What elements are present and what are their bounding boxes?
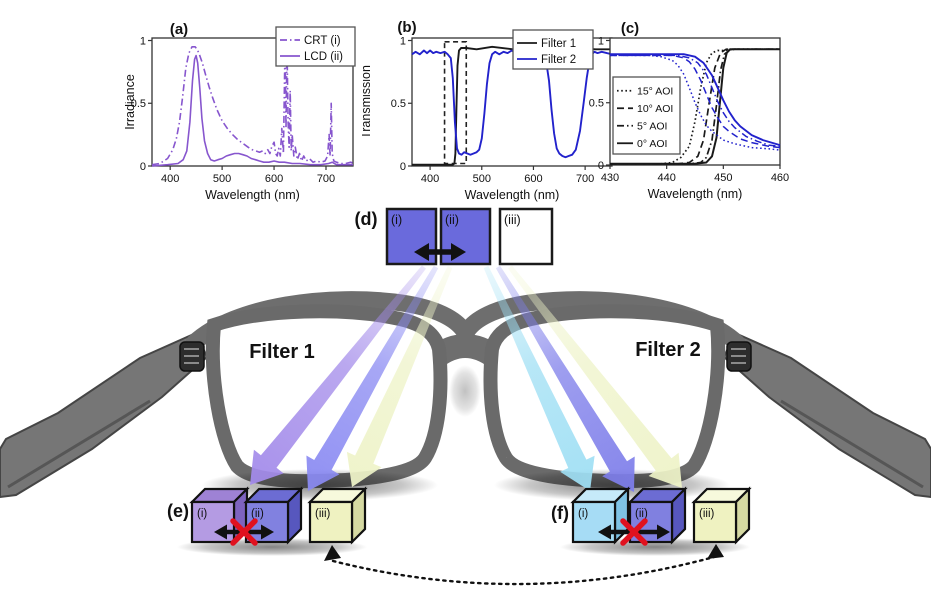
legend-entry-label: LCD (ii)	[304, 51, 343, 63]
plot-(b): 400 500 600 700 0 0.5 1 Wavelength (nm) Transmis…	[362, 19, 613, 202]
swap-arrow-d	[414, 243, 466, 261]
legend-box	[612, 76, 681, 155]
square-label: (ii)	[445, 213, 459, 227]
x-tick-label: 700	[576, 173, 594, 185]
x-tick-label: 450	[714, 172, 732, 184]
legend-box	[275, 26, 356, 67]
x-tick-label: 500	[473, 173, 491, 185]
series-line-filter2-10-aoi	[610, 54, 781, 149]
y-tick-label: 1	[400, 35, 406, 47]
cube-f-(iii): (iii)	[691, 486, 752, 545]
glasses	[0, 291, 931, 499]
panel-e-label: (e)	[167, 501, 189, 521]
square-label: (iii)	[504, 213, 521, 227]
x-tick-label: 700	[317, 173, 335, 185]
y-tick-label: 1	[598, 35, 604, 47]
arc-arrowhead-left	[324, 545, 341, 561]
beam-blue-left	[306, 265, 439, 491]
legend-entry-label: 5° AOI	[637, 121, 667, 133]
nose-shadow	[449, 365, 481, 417]
panel-a-chart: 400 500 600 700 0 0.5 1 Wavelength (nm) Irradian…	[125, 8, 370, 208]
filter-square-(ii): (ii)	[439, 207, 492, 266]
y-tick-label: 1	[140, 35, 146, 47]
panel-letter: (b)	[397, 19, 416, 36]
left-hinge-icon	[179, 341, 205, 372]
x-axis-label: Wavelength (nm)	[205, 188, 300, 202]
x-tick-label: 500	[213, 173, 231, 185]
y-tick-label: 0	[140, 161, 146, 173]
series-line-lcd-ii-	[151, 54, 353, 167]
plot-(a): 400 500 600 700 0 0.5 1 Wavelength (nm) Irradian…	[125, 21, 356, 202]
cube-label: (ii)	[635, 508, 648, 520]
beam-blue-right	[495, 265, 635, 492]
legend-box	[512, 29, 594, 70]
cube-label: (i)	[197, 508, 207, 520]
cube-label: (i)	[578, 508, 588, 520]
legend-entry-label: Filter 1	[541, 38, 576, 50]
panel-letter: (a)	[170, 21, 188, 38]
cube-label: (iii)	[315, 508, 330, 520]
series-line-filter2-5-aoi	[610, 54, 781, 148]
legend-entry-label: Filter 2	[541, 54, 576, 66]
right-hinge-icon	[726, 341, 752, 372]
left-temple-edge	[7, 399, 151, 489]
x-tick-label: 600	[265, 173, 283, 185]
y-tick-label: 0	[400, 161, 406, 173]
x-tick-label: 430	[601, 172, 619, 184]
beam-cyan-right	[483, 265, 595, 491]
cube-label: (iii)	[699, 508, 714, 520]
legend-entry-label: 15° AOI	[637, 86, 673, 98]
beam-yellow-right	[508, 265, 682, 488]
panel-d-label: (d)	[355, 209, 378, 229]
series-line-filter1-0-aoi	[610, 48, 780, 165]
cube-e-(iii): (iii)	[307, 486, 368, 545]
no-swap-cross-f	[620, 518, 648, 546]
beam-yellow-left	[346, 266, 453, 487]
cross-eye-swap-arc	[331, 555, 716, 586]
square-label: (i)	[391, 213, 402, 227]
y-tick-label: 0.5	[391, 98, 406, 110]
y-tick-label: 0.5	[589, 98, 604, 110]
plot-(c): 430 440 450 460 0 0.5 1 Wavelength (nm) (c) 15° A…	[589, 20, 789, 201]
y-tick-label: 0	[598, 160, 604, 172]
x-tick-label: 460	[771, 172, 789, 184]
x-tick-label: 400	[421, 173, 439, 185]
y-axis-label: Transmission	[362, 65, 373, 139]
filter2-label: Filter 2	[635, 339, 701, 361]
legend-entry-label: CRT (i)	[304, 35, 341, 47]
cube-e-(ii): (ii)	[243, 486, 304, 545]
x-tick-label: 440	[657, 172, 675, 184]
panel-b-chart: 400 500 600 700 0 0.5 1 Wavelength (nm) Transmis…	[362, 8, 617, 208]
x-axis-label: Wavelength (nm)	[465, 188, 560, 202]
y-axis-label: Irradiance	[125, 74, 137, 130]
series-line-filter2-15-aoi	[610, 54, 781, 151]
x-tick-label: 400	[161, 173, 179, 185]
filter-square-(iii): (iii)	[498, 207, 554, 266]
arc-arrowhead-right	[707, 544, 724, 559]
right-temple-edge	[780, 399, 924, 489]
right-temple	[722, 331, 931, 499]
beam-purple-left	[250, 265, 426, 485]
series-line-filter2-0-aoi	[610, 53, 781, 147]
panel-letter: (c)	[621, 20, 639, 37]
no-swap-cross-e	[230, 518, 258, 546]
x-tick-label: 600	[524, 173, 542, 185]
legend-entry-label: 10° AOI	[637, 103, 673, 115]
legend-entry-label: 0° AOI	[637, 138, 667, 150]
series-line-filter1-15-aoi	[610, 48, 780, 165]
filter1-label: Filter 1	[249, 341, 315, 363]
x-axis-label: Wavelength (nm)	[648, 187, 743, 201]
y-tick-label: 0.5	[131, 98, 146, 110]
cube-label: (ii)	[251, 508, 264, 520]
highlight-region-dashed-box	[443, 40, 468, 165]
glasses-diagram: Filter 1 Filter 2 (d) (e) (f) (i) (ii) (ii…	[0, 207, 931, 586]
panel-f-label: (f)	[551, 503, 569, 523]
series-line-filter-2	[411, 49, 613, 159]
left-temple	[0, 331, 209, 499]
panel-c-chart: 430 440 450 460 0 0.5 1 Wavelength (nm) (c) 15° A…	[578, 8, 830, 208]
cube-f-(ii): (ii)	[627, 486, 688, 545]
series-line-crt-i-	[151, 43, 354, 166]
